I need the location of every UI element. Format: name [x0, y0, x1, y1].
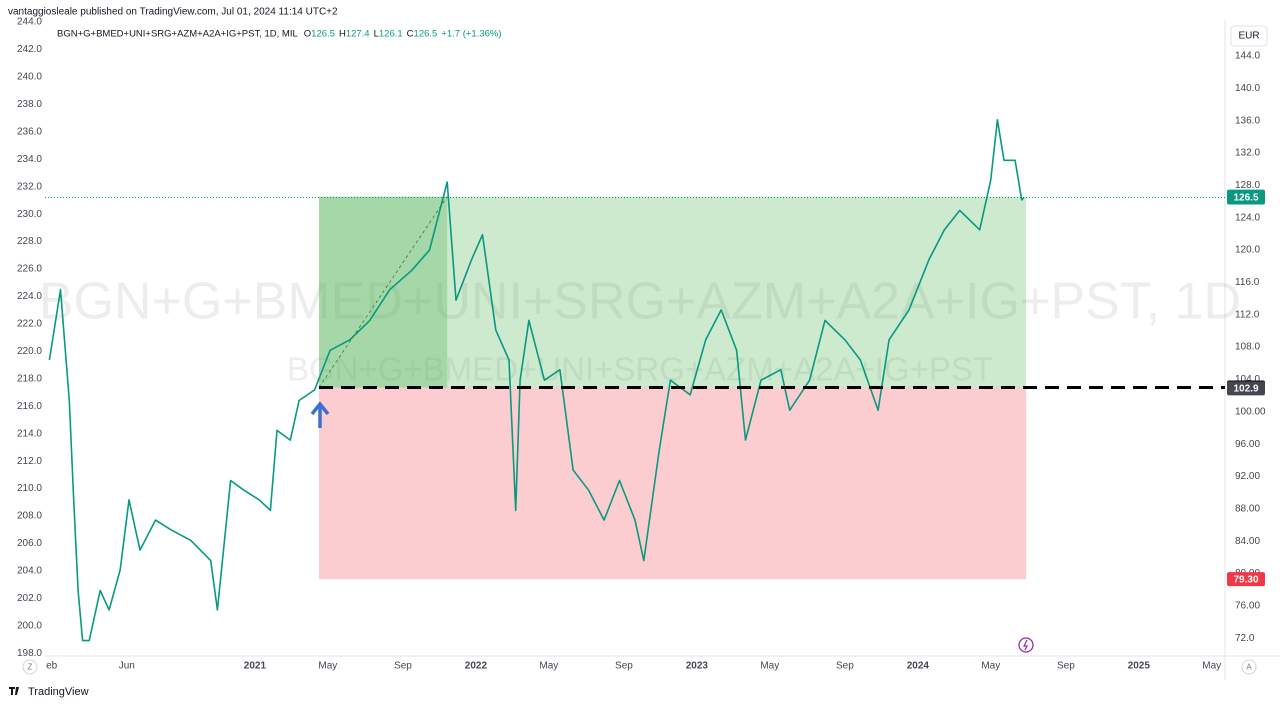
x-tick-label: May — [318, 661, 337, 672]
y2-tick-label: 226.0 — [17, 264, 42, 275]
ohlc-value: 126.1 — [379, 29, 403, 40]
ohlc-value: 126.5 — [311, 29, 335, 40]
entry-arrow — [310, 401, 330, 428]
y2-tick-label: 234.0 — [17, 154, 42, 165]
y2-tick-label: 202.0 — [17, 593, 42, 604]
x-tick-label: 2025 — [1128, 661, 1151, 672]
scale-button[interactable] — [1241, 659, 1257, 675]
event-bolt — [1023, 639, 1028, 651]
y-tick-label: 112.0 — [1235, 309, 1260, 320]
y2-tick-label: 216.0 — [17, 401, 42, 412]
x-tick-label: May — [760, 661, 779, 672]
path-to-target — [318, 196, 448, 388]
y-tick-label: 84.00 — [1235, 536, 1260, 547]
footer-brand: TradingView — [28, 686, 89, 698]
x-tick-label: 2023 — [686, 661, 709, 672]
y2-tick-label: 212.0 — [17, 456, 42, 467]
y2-tick-label: 198.0 — [17, 648, 42, 659]
publisher: vantaggiosleale published on TradingView… — [8, 7, 338, 18]
x-tick-label: 2022 — [465, 661, 488, 672]
ohlc-change: +1.7 (+1.36%) — [441, 29, 501, 40]
y2-tick-label: 206.0 — [17, 538, 42, 549]
x-tick-label: May — [539, 661, 558, 672]
y-tick-label: 76.00 — [1235, 601, 1260, 612]
x-tick-label: Sep — [1057, 661, 1075, 672]
scale-button-label[interactable]: Z — [28, 663, 33, 672]
y-tick-label: 124.0 — [1235, 212, 1260, 223]
scale-button-label[interactable]: A — [1246, 663, 1252, 672]
y-tick-label: 72.0 — [1235, 633, 1255, 644]
y-tick-label: 100.00 — [1235, 406, 1266, 417]
x-tick-label: 2024 — [907, 661, 930, 672]
ohlc-key: L — [374, 29, 379, 40]
y2-tick-label: 218.0 — [17, 373, 42, 384]
y2-tick-label: 208.0 — [17, 511, 42, 522]
price-line — [48, 119, 1025, 642]
y-tick-label: 108.0 — [1235, 342, 1260, 353]
x-tick-label: eb — [46, 661, 58, 672]
x-tick-label: May — [1202, 661, 1221, 672]
target-zone — [319, 196, 1027, 388]
footer-logo — [9, 687, 19, 695]
stop-zone — [319, 387, 1027, 580]
y-tick-label: 92.00 — [1235, 471, 1260, 482]
y-tick-label: 144.0 — [1235, 51, 1260, 62]
price-label-box — [1227, 572, 1265, 587]
y-tick-label: 104.0 — [1235, 374, 1260, 385]
scale-button[interactable] — [22, 659, 38, 675]
ohlc-value: 126.5 — [414, 29, 438, 40]
y2-tick-label: 228.0 — [17, 236, 42, 247]
plot-layer: BGN+G+BMED+UNI+SRG+AZM+A2A+IG+PST, 1D BGN… — [39, 119, 1241, 642]
y2-tick-label: 238.0 — [17, 99, 42, 110]
y2-tick-label: 230.0 — [17, 209, 42, 220]
x-tick-label: 2021 — [244, 661, 267, 672]
x-tick-label: Sep — [836, 661, 854, 672]
y-tick-label: 140.0 — [1235, 83, 1260, 94]
y2-tick-label: 224.0 — [17, 291, 42, 302]
y2-tick-label: 232.0 — [17, 181, 42, 192]
price-label-box — [1227, 381, 1265, 396]
watermark: BGN+G+BMED+UNI+SRG+AZM+A2A+IG+PST — [287, 351, 993, 388]
watermark: BGN+G+BMED+UNI+SRG+AZM+A2A+IG+PST, 1D — [39, 273, 1241, 331]
y-tick-label: 96.00 — [1235, 439, 1260, 450]
y2-tick-label: 236.0 — [17, 126, 42, 137]
x-tick-label: May — [981, 661, 1000, 672]
x-tick-label: Sep — [615, 661, 633, 672]
price-label: 79.30 — [1233, 574, 1258, 585]
x-tick-label: Jun — [119, 661, 135, 672]
y2-tick-label: 240.0 — [17, 72, 42, 83]
y2-tick-label: 220.0 — [17, 346, 42, 357]
y2-tick-label: 242.0 — [17, 44, 42, 55]
y2-tick-label: 204.0 — [17, 566, 42, 577]
ohlc-value: 127.4 — [346, 29, 370, 40]
ohlc-key: C — [407, 29, 414, 40]
currency-box[interactable] — [1230, 25, 1268, 47]
y2-tick-label: 214.0 — [17, 428, 42, 439]
price-label: 126.5 — [1233, 193, 1258, 204]
y-tick-label: 116.0 — [1235, 277, 1260, 288]
y2-tick-label: 244.0 — [17, 17, 42, 28]
y-tick-label: 128.0 — [1235, 180, 1260, 191]
ohlc-key: O — [304, 29, 311, 40]
y-tick-label: 120.0 — [1235, 245, 1260, 256]
event-icon — [1018, 637, 1034, 653]
price-label-box — [1227, 190, 1265, 205]
x-tick-label: Sep — [394, 661, 412, 672]
y2-tick-label: 222.0 — [17, 319, 42, 330]
ohlc-key: H — [339, 29, 346, 40]
legend-title: BGN+G+BMED+UNI+SRG+AZM+A2A+IG+PST, 1D, M… — [57, 29, 298, 40]
currency[interactable]: EUR — [1238, 31, 1259, 42]
y2-tick-label: 210.0 — [17, 483, 42, 494]
y-tick-label: 136.0 — [1235, 115, 1260, 126]
price-label: 102.9 — [1233, 383, 1258, 394]
y-tick-label: 132.0 — [1235, 148, 1260, 159]
y2-tick-label: 200.0 — [17, 620, 42, 631]
y-tick-label: 88.00 — [1235, 503, 1260, 514]
